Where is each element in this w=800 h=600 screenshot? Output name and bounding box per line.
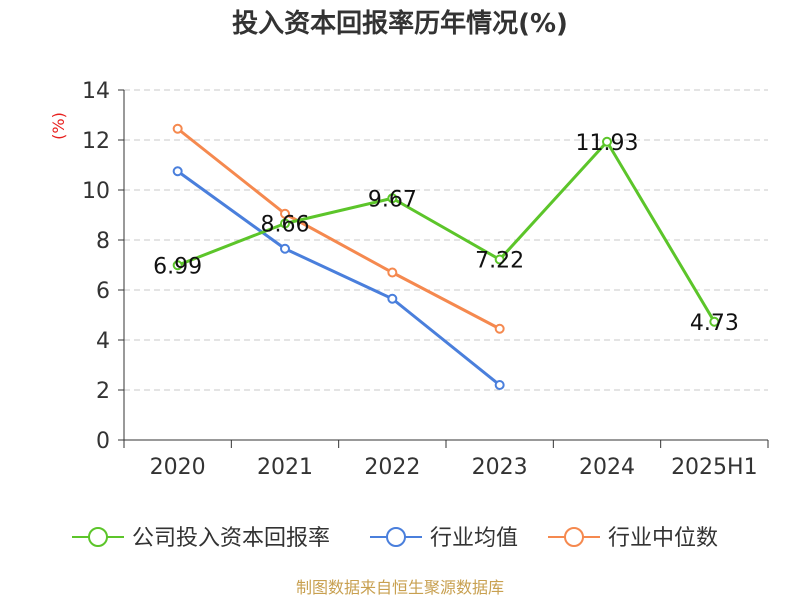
data-point[interactable] — [387, 293, 398, 304]
source-note: 制图数据来自恒生聚源数据库 — [296, 578, 504, 597]
legend-marker — [386, 527, 406, 547]
legend-item[interactable]: 行业中位数 — [548, 526, 718, 551]
data-point[interactable] — [172, 260, 183, 271]
data-point[interactable] — [280, 243, 290, 254]
x-tick-label: 2021 — [257, 455, 313, 480]
data-point[interactable] — [387, 193, 398, 204]
data-point[interactable] — [280, 208, 290, 219]
y-tick-label: 0 — [96, 429, 110, 454]
data-label: 9.67 — [368, 187, 417, 212]
data-label: 7.22 — [475, 249, 524, 274]
x-tick-label: 2024 — [579, 455, 635, 480]
legend-label: 行业中位数 — [608, 526, 718, 551]
x-tick-label: 2022 — [364, 455, 420, 480]
series-0: 6.99 8.66 9.67 7.22 11.93 4.73 — [153, 131, 739, 336]
x-tick-label: 2023 — [472, 455, 528, 480]
legend-marker — [88, 527, 108, 547]
y-tick-label: 10 — [82, 179, 110, 204]
y-tick-label: 4 — [96, 329, 110, 354]
legend-label: 公司投入资本回报率 — [132, 526, 330, 551]
data-point[interactable] — [172, 166, 183, 177]
data-point[interactable] — [494, 254, 505, 265]
data-label: 6.99 — [153, 254, 202, 279]
legend-item[interactable]: 行业均值 — [370, 526, 518, 551]
legend[interactable]: 公司投入资本回报率 行业均值 行业中位数 — [72, 526, 718, 551]
y-axis-unit-label: (%) — [49, 112, 68, 140]
data-point[interactable] — [172, 123, 183, 134]
y-tick-label: 6 — [96, 279, 110, 304]
y-tick-label: 12 — [82, 129, 110, 154]
x-tick-label: 2020 — [150, 455, 206, 480]
data-point[interactable] — [387, 267, 398, 278]
y-tick-label: 2 — [96, 379, 110, 404]
data-point[interactable] — [280, 218, 290, 229]
series-line — [176, 170, 501, 387]
series-2 — [172, 123, 505, 334]
data-point[interactable] — [709, 316, 720, 327]
data-label: 11.93 — [576, 131, 639, 156]
series-1 — [172, 166, 505, 390]
grid-lines — [124, 89, 768, 391]
x-tick-label: 2025H1 — [671, 455, 758, 480]
series-layer: 6.99 8.66 9.67 7.22 11.93 4.73 — [153, 123, 739, 390]
data-point[interactable] — [494, 380, 505, 390]
data-label: 8.66 — [261, 213, 310, 238]
data-label: 4.73 — [690, 311, 739, 336]
y-tick-label: 8 — [96, 229, 110, 254]
y-tick-label: 14 — [82, 79, 110, 104]
series-line — [177, 140, 716, 323]
series-line — [176, 127, 501, 331]
chart-title: 投入资本回报率历年情况(%) — [232, 8, 568, 39]
data-point[interactable] — [494, 323, 505, 334]
data-point[interactable] — [602, 136, 612, 147]
legend-marker — [564, 527, 584, 547]
axes: 0 2 4 6 8 10 12 14 2020 2021 2022 2023 2024 2025H1 — [82, 79, 769, 480]
legend-label: 行业均值 — [430, 526, 518, 551]
legend-item[interactable]: 公司投入资本回报率 — [72, 526, 330, 551]
